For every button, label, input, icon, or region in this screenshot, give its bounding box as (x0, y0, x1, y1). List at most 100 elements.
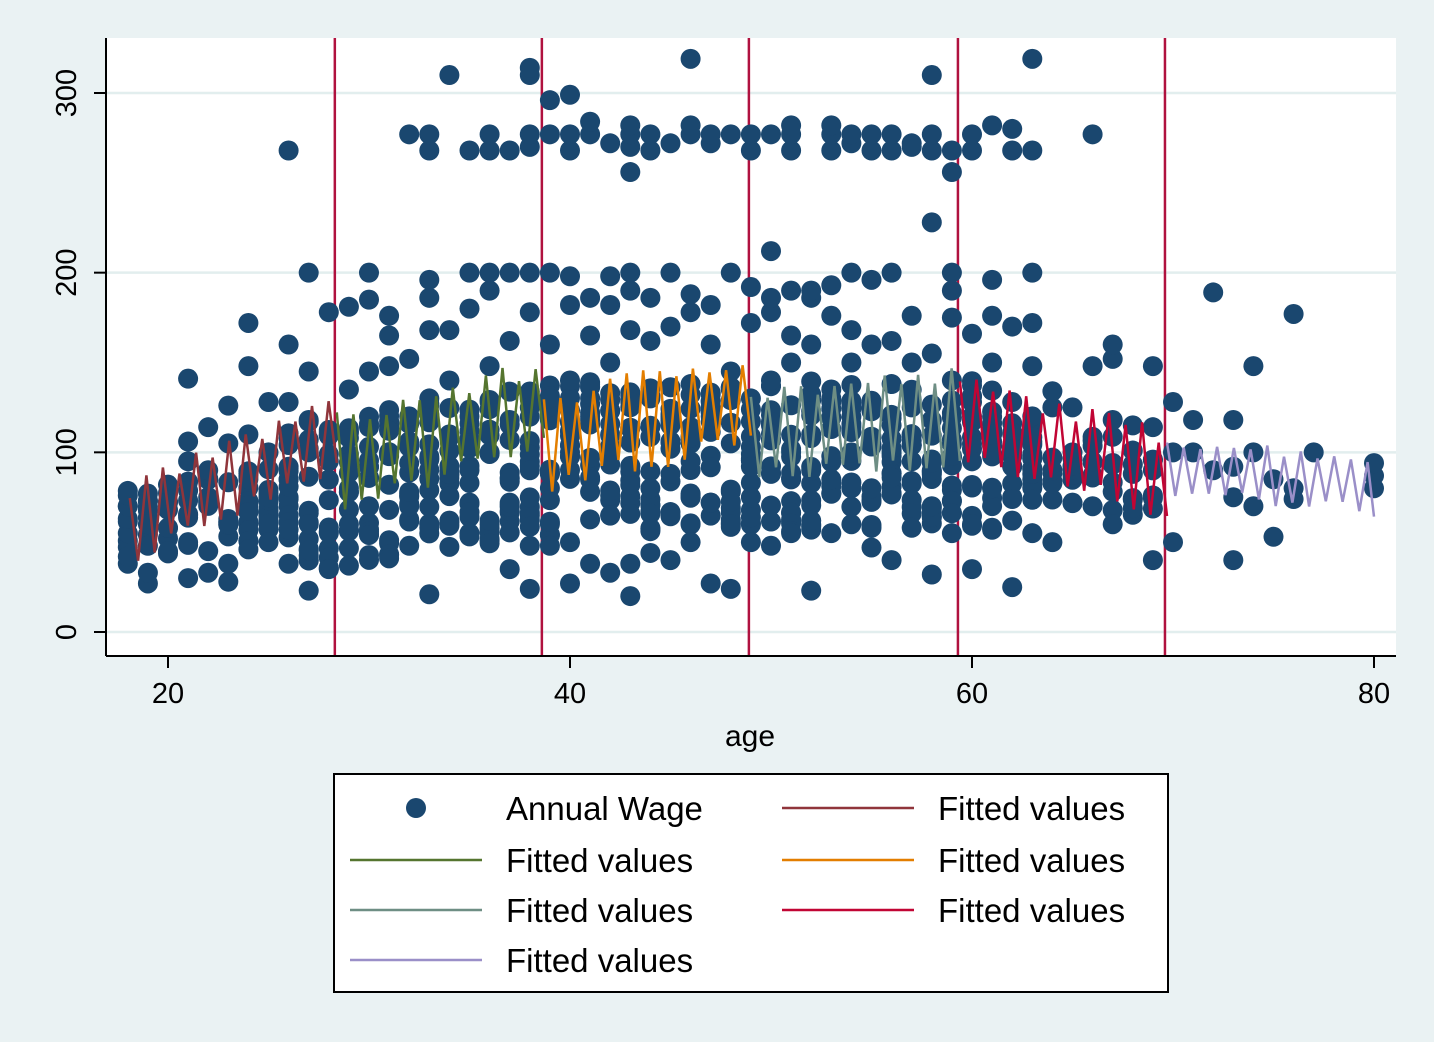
scatter-point (600, 389, 621, 410)
scatter-point (158, 541, 178, 562)
scatter-point (560, 532, 580, 553)
scatter-point (419, 287, 440, 308)
scatter-point (821, 483, 842, 504)
scatter-point (178, 431, 199, 452)
scatter-point (1102, 409, 1123, 430)
scatter-point (419, 320, 440, 341)
scatter-point (680, 284, 701, 305)
scatter-point (359, 289, 379, 310)
scatter-point (941, 280, 962, 301)
scatter-point (821, 115, 842, 136)
scatter-point (459, 406, 480, 427)
scatter-point (640, 478, 661, 499)
scatter-point (519, 262, 540, 283)
fitted-line-3 (542, 365, 753, 492)
scatter-point (399, 511, 420, 532)
scatter-point (117, 485, 138, 506)
scatter-point (941, 262, 962, 283)
scatter-point (539, 535, 560, 556)
scatter-point (680, 417, 701, 438)
scatter-point (359, 545, 379, 566)
scatter-point (298, 438, 319, 459)
scatter-point (379, 530, 400, 551)
scatter-point (338, 379, 359, 400)
scatter-point (801, 580, 822, 601)
scatter-point (740, 312, 761, 333)
scatter-point (821, 469, 842, 490)
scatter-point (399, 481, 420, 502)
scatter-point (519, 397, 540, 418)
scatter-point (1022, 356, 1043, 377)
scatter-point (178, 568, 199, 589)
scatter-point (479, 124, 500, 145)
scatter-point (1022, 312, 1043, 333)
scatter-point (861, 478, 882, 499)
x-tick-label: 80 (1358, 678, 1390, 710)
scatter-point (379, 325, 400, 346)
scatter-point (660, 506, 681, 527)
scatter-point (720, 433, 741, 454)
legend-label: Fitted values (938, 892, 1125, 929)
scatter-point (419, 269, 440, 290)
legend-box (333, 773, 1169, 993)
scatter-point (600, 505, 621, 526)
scatter-point (941, 523, 962, 544)
scatter-point (519, 302, 540, 323)
scatter-point (982, 380, 1003, 401)
scatter-point (560, 84, 580, 105)
y-tick-label: 100 (51, 428, 83, 476)
scatter-point (399, 348, 420, 369)
scatter-point (620, 553, 641, 574)
scatter-point (580, 377, 601, 398)
scatter-point (841, 472, 862, 493)
scatter-point (962, 451, 982, 472)
scatter-point (338, 296, 359, 317)
scatter-point (1243, 356, 1264, 377)
scatter-point (1002, 439, 1023, 460)
scatter-point (198, 417, 219, 438)
scatter-point (1183, 409, 1204, 430)
scatter-point (379, 356, 400, 377)
scatter-point (419, 140, 440, 161)
scatter-point (379, 405, 400, 426)
scatter-point (519, 460, 540, 481)
scatter-point (499, 559, 520, 580)
scatter-point (620, 280, 641, 301)
scatter-point (419, 584, 440, 605)
scatter-point (962, 474, 982, 495)
scatter-point (1022, 140, 1043, 161)
scatter-point (459, 298, 480, 319)
scatter-point (600, 266, 621, 287)
scatter-point (1223, 456, 1244, 477)
scatter-point (539, 262, 560, 283)
scatter-point (841, 398, 862, 419)
scatter-point (439, 65, 460, 86)
y-ticks: 0 100 200 300 (51, 69, 106, 640)
scatter-point (881, 482, 902, 503)
scatter-point (359, 262, 379, 283)
scatter-point (1022, 463, 1043, 484)
x-tick-label: 20 (152, 678, 184, 710)
scatter-point (761, 241, 781, 262)
legend: Annual Wage Fitted values Fitted values Fit… (333, 773, 1169, 993)
scatter-point (419, 496, 440, 517)
scatter-point (680, 48, 701, 69)
scatter-point (539, 490, 560, 511)
y-tick-label: 200 (51, 248, 83, 296)
scatter-point (620, 586, 641, 607)
scatter-point (1002, 422, 1023, 443)
scatter-point (841, 262, 862, 283)
scatter-point (801, 334, 822, 355)
scatter-point (941, 390, 962, 411)
scatter-point (600, 352, 621, 373)
scatter-point (258, 392, 279, 413)
scatter-point (1002, 118, 1023, 139)
scatter-point (660, 550, 681, 571)
scatter-point (338, 538, 359, 559)
y-tick-label: 0 (51, 624, 83, 640)
scatter-point (137, 562, 158, 583)
scatter-point (941, 162, 962, 183)
scatter-point (801, 510, 822, 531)
scatter-point (881, 124, 902, 145)
scatter-point (700, 492, 721, 513)
